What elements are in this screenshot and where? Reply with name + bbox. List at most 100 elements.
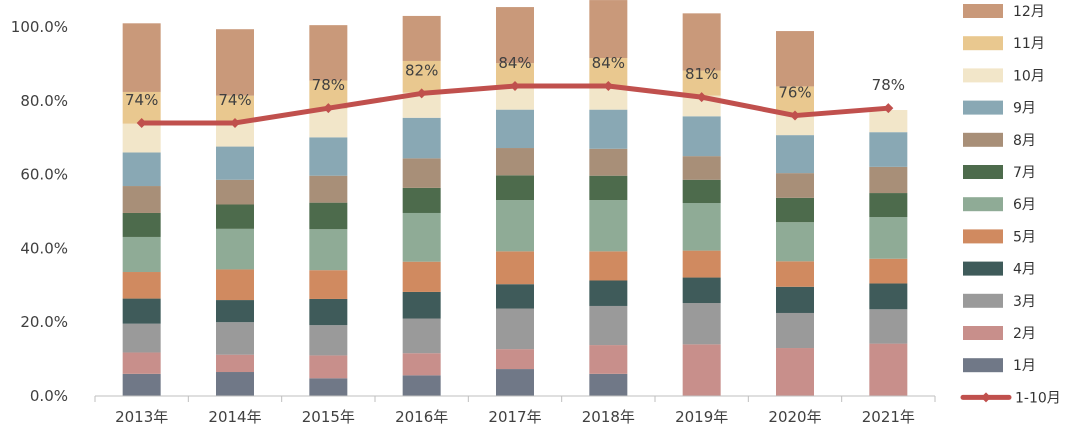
bar-segment-1 [496, 369, 534, 396]
line-marker [230, 117, 240, 128]
legend-swatch [963, 165, 1003, 179]
x-tick-label: 2014年 [208, 408, 261, 426]
legend-swatch [963, 68, 1003, 83]
legend-swatch [963, 293, 1003, 308]
bar-segment-7 [869, 193, 908, 218]
bar-segment-9 [402, 117, 441, 159]
bar-segment-1 [122, 373, 161, 396]
bar-segment-11 [682, 70, 721, 96]
x-tick-label: 2015年 [302, 408, 355, 426]
bar-segment-5 [402, 261, 441, 292]
legend-line-marker [981, 392, 991, 403]
x-tick-label: 2017年 [488, 408, 541, 426]
bar-segment-12 [776, 31, 814, 87]
line-marker [416, 88, 427, 99]
bar-segment-5 [309, 270, 348, 299]
bar-segment-11 [216, 95, 254, 123]
x-tick-label: 2013年 [115, 408, 168, 426]
legend-label: 7月 [1013, 165, 1036, 181]
bar-segment-12 [309, 25, 348, 81]
line-marker [883, 103, 894, 114]
line-marker [696, 92, 707, 103]
bar-segment-10 [869, 110, 908, 133]
bar-segment-8 [869, 166, 908, 194]
bar-segment-3 [869, 309, 908, 344]
bar-segment-2 [869, 343, 908, 396]
line-marker [790, 110, 800, 121]
line-marker [603, 81, 614, 92]
bar-segment-7 [216, 204, 254, 229]
legend-swatch [963, 132, 1003, 147]
legend-swatch [963, 229, 1003, 244]
bar-segment-2 [589, 345, 628, 374]
bar-segment-4 [589, 280, 628, 306]
data-label: 84% [498, 54, 531, 72]
bar-segment-2 [402, 353, 441, 376]
data-label: 74% [218, 91, 251, 109]
bar-segment-11 [776, 86, 814, 115]
bar-segment-2 [309, 355, 348, 379]
legend-swatch [963, 100, 1003, 115]
bar-segment-10 [496, 86, 534, 110]
y-tick-label: 40.0% [20, 239, 68, 257]
bar-segment-3 [402, 318, 441, 354]
bar-segment-9 [682, 116, 721, 157]
bar-segment-6 [122, 236, 161, 273]
bar-segment-8 [216, 179, 254, 205]
bar-segment-3 [309, 325, 348, 356]
bar-segment-5 [122, 272, 161, 299]
bar-segment-5 [589, 251, 628, 281]
legend-swatch [963, 326, 1003, 340]
bar-segment-9 [309, 137, 348, 176]
data-label: 78% [872, 76, 905, 94]
bar-segment-7 [682, 179, 721, 204]
bar-segment-9 [589, 109, 628, 149]
bar-segment-5 [216, 269, 254, 301]
legend-swatch [963, 4, 1003, 18]
bar-segment-1 [589, 373, 628, 396]
bar-segment-4 [216, 300, 254, 323]
bar-segment-12 [682, 13, 721, 71]
bar-segment-6 [776, 222, 814, 262]
y-tick-label: 20.0% [20, 313, 68, 331]
legend-label: 6月 [1013, 197, 1036, 213]
legend-label: 11月 [1013, 36, 1045, 52]
bar-segment-3 [589, 305, 628, 346]
bar-segment-12 [589, 0, 628, 58]
bar-segment-7 [589, 175, 628, 201]
data-label: 84% [592, 54, 625, 72]
bar-segment-4 [402, 291, 441, 319]
legend-label: 12月 [1013, 4, 1045, 20]
bar-segment-12 [402, 15, 441, 61]
bar-segment-11 [402, 60, 441, 93]
bar-segment-12 [122, 23, 161, 92]
bar-segment-3 [682, 303, 721, 345]
legend-label: 2月 [1013, 326, 1036, 342]
legend-label: 1月 [1013, 358, 1036, 374]
bar-segment-4 [776, 286, 814, 313]
bar-segment-6 [309, 229, 348, 271]
bar-segment-1 [402, 375, 441, 396]
bar-segment-4 [309, 298, 348, 326]
legend-swatch [963, 36, 1003, 51]
bar-segment-6 [682, 203, 721, 251]
bar-segment-12 [496, 7, 534, 64]
bar-segment-9 [122, 152, 161, 187]
bar-segment-3 [122, 323, 161, 353]
x-tick-label: 2019年 [675, 408, 728, 426]
bar-segment-10 [589, 85, 628, 110]
bar-segment-1 [309, 378, 348, 396]
x-tick-label: 2016年 [395, 408, 448, 426]
legend-label-1-10: 1-10月 [1015, 390, 1061, 406]
legend-label: 5月 [1013, 229, 1036, 245]
bar-segment-1 [216, 372, 254, 396]
data-label: 74% [125, 91, 158, 109]
legend-swatch [963, 261, 1003, 276]
data-label: 81% [685, 65, 718, 83]
bar-segment-5 [682, 250, 721, 278]
legend-swatch [963, 358, 1003, 373]
y-tick-label: 100.0% [11, 18, 68, 36]
y-tick-label: 0.0% [30, 387, 68, 405]
bar-segment-8 [496, 148, 534, 176]
